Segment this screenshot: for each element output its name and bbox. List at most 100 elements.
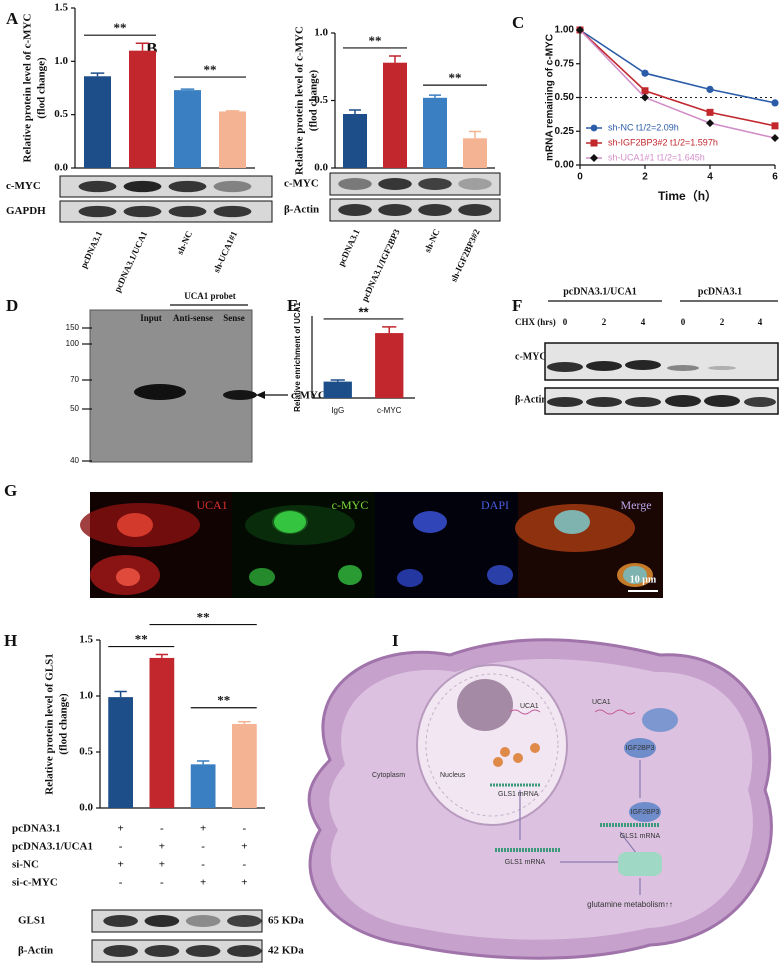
blot-band (458, 204, 492, 216)
condition-sign: - (160, 823, 164, 835)
blot-band (78, 180, 117, 193)
legend-marker (590, 154, 598, 162)
significance-label: ** (369, 33, 382, 48)
point (771, 99, 779, 107)
cell-nucleus (249, 568, 275, 586)
condition-sign: + (200, 823, 206, 835)
row-label: c-MYC (515, 351, 547, 362)
blot-band (708, 366, 736, 370)
error-bar (180, 88, 195, 91)
marker-label: 100 (66, 339, 80, 348)
point (706, 108, 714, 116)
x-tick-label: sh-IGF2BP3#2 (449, 227, 482, 283)
marker-label: 70 (70, 375, 79, 384)
legend-label: sh-NC t1/2=2.09h (608, 122, 679, 132)
x-tick-label: pcDNA3.1 (336, 227, 362, 268)
panel-letter: E (287, 296, 298, 315)
probe-label: UCA1 probet (184, 291, 236, 301)
lncrna (594, 709, 636, 715)
y-tick-label: 0.75 (555, 58, 575, 69)
row-label: β-Actin (515, 394, 547, 405)
y-tick-label: 1.0 (314, 27, 328, 39)
blot-label: β-Actin (18, 945, 53, 957)
blot-band (625, 397, 661, 407)
condition-sign: + (117, 859, 123, 871)
gls1-protein (618, 852, 662, 876)
blot-band (123, 180, 162, 193)
y-tick-label: 0.5 (314, 94, 328, 106)
blot-band (378, 178, 412, 190)
y-tick-label: 0.25 (555, 126, 575, 137)
x-tick-label: 0 (577, 172, 583, 183)
arrows (519, 760, 641, 895)
blot-strip (59, 175, 273, 198)
group-label: pcDNA3.1/UCA1 (563, 286, 637, 297)
marker-label: 40 (70, 456, 79, 465)
condition-sign: + (241, 841, 247, 853)
error-bar (90, 72, 105, 77)
significance-label: ** (358, 304, 369, 319)
diagram-label: GLS1 mRNA (505, 859, 546, 866)
blot-band (667, 365, 699, 371)
error-bar (225, 110, 240, 112)
cell-nucleus (397, 569, 423, 587)
cell-nucleus (554, 510, 590, 534)
bar (174, 90, 201, 168)
error-bar (135, 42, 150, 51)
error-bar (114, 690, 127, 698)
y-tick-label: 1.0 (54, 55, 68, 67)
channel-label: c-MYC (332, 498, 369, 512)
panel-g: UCA1 c-MYC DAPI Merge 10 μm (80, 492, 663, 598)
bar (190, 764, 216, 808)
y-tick-label: 1.5 (54, 2, 68, 14)
protein (500, 747, 510, 757)
y-tick-label: 0.5 (79, 746, 93, 758)
blot-band (123, 205, 162, 218)
lncrna (509, 709, 541, 715)
blot-band (586, 397, 622, 407)
cell-nucleus (116, 568, 140, 586)
y-tick-label: 0.00 (555, 160, 575, 171)
blot-size: 42 KDa (268, 945, 304, 957)
condition-sign: - (119, 841, 123, 853)
error-bar (330, 379, 345, 382)
legend-marker (590, 124, 598, 132)
blot-band (223, 390, 257, 400)
time-label: 2 (720, 317, 725, 327)
y-axis-label: (flod change) (36, 57, 48, 119)
channel-label: Merge (620, 498, 651, 512)
x-tick-label: 4 (707, 172, 713, 183)
scale-bar-label: 10 μm (630, 574, 657, 585)
point (706, 85, 714, 93)
legend-label: sh-UCA1#1 t1/2=1.645h (608, 152, 705, 162)
cell-nucleus (487, 565, 513, 585)
blot-band (338, 204, 372, 216)
bar (108, 697, 133, 808)
error-bar (469, 130, 481, 139)
blot-strip (329, 172, 501, 196)
lane-label: Input (140, 313, 162, 323)
protein-igf2bp3 (629, 802, 661, 822)
condition-sign: + (241, 877, 247, 889)
blot-strip (329, 198, 501, 222)
x-tick-label: IgG (331, 406, 344, 415)
x-tick-label: pcDNA3.1/UCA1 (112, 229, 149, 294)
channel-label: DAPI (481, 498, 509, 512)
group-label: pcDNA3.1 (698, 286, 742, 297)
series-line (579, 29, 776, 127)
error-bar (349, 109, 361, 114)
condition-label: si-NC (12, 859, 39, 871)
time-label: 0 (563, 317, 568, 327)
panel-letter: D (6, 296, 18, 315)
blot-band (378, 204, 412, 216)
blot-size: 65 KDa (268, 915, 304, 927)
blot-band (338, 178, 372, 190)
panel-i: UCA1 UCA1 IGF2BP3 IGF2BP3 GLS1 mRNA Cyto… (307, 638, 773, 960)
condition-sign: - (160, 877, 164, 889)
condition-sign: + (159, 859, 165, 871)
diagram-label: Nucleus (440, 772, 466, 779)
condition-label: si-c-MYC (12, 877, 58, 889)
error-bar (382, 326, 397, 334)
blot-band (227, 945, 262, 957)
condition-label: pcDNA3.1 (12, 823, 61, 835)
